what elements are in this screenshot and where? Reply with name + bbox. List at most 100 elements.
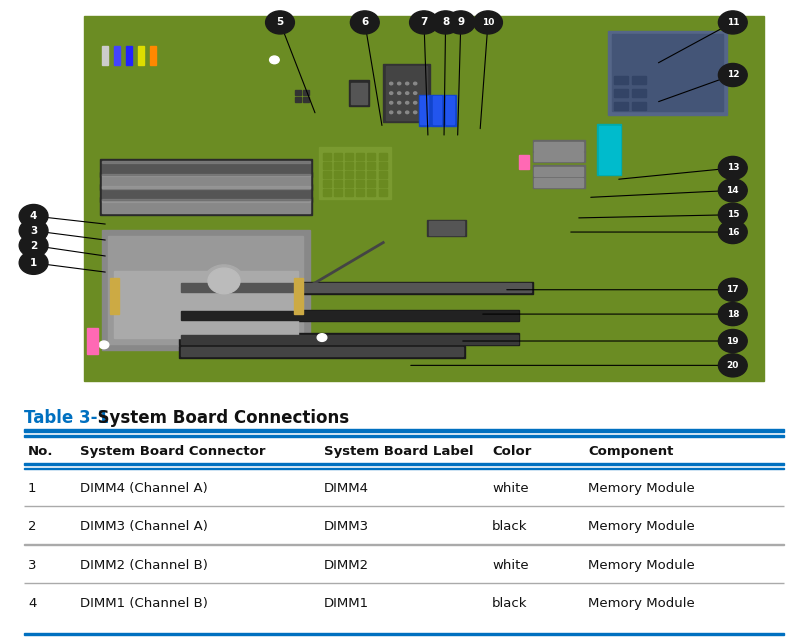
Text: 4: 4: [30, 211, 38, 221]
Bar: [534, 167, 583, 176]
Bar: [345, 189, 353, 196]
Bar: [334, 171, 342, 178]
Text: DIMM4: DIMM4: [324, 482, 369, 495]
Circle shape: [718, 329, 747, 353]
Bar: [114, 271, 298, 338]
Bar: [420, 96, 428, 124]
Circle shape: [718, 221, 747, 244]
Text: 7: 7: [420, 17, 428, 28]
Bar: [181, 283, 531, 292]
Bar: [433, 96, 441, 124]
Bar: [110, 278, 119, 314]
Bar: [533, 177, 585, 188]
Bar: [100, 159, 312, 177]
Text: 3: 3: [30, 226, 38, 236]
Bar: [100, 197, 312, 215]
Bar: [302, 90, 310, 96]
Bar: [378, 189, 386, 196]
Text: Memory Module: Memory Module: [588, 520, 694, 533]
Bar: [367, 162, 375, 169]
Bar: [431, 95, 442, 126]
Text: 9: 9: [458, 17, 464, 28]
Circle shape: [398, 92, 401, 94]
Bar: [126, 46, 132, 65]
Circle shape: [414, 101, 417, 104]
Bar: [334, 189, 342, 196]
Bar: [24, 633, 784, 635]
Bar: [102, 161, 310, 175]
Bar: [322, 189, 330, 196]
Bar: [429, 221, 464, 235]
Text: 1: 1: [30, 258, 38, 268]
Text: 12: 12: [726, 71, 739, 79]
Bar: [356, 162, 364, 169]
Bar: [356, 171, 364, 178]
Bar: [632, 102, 646, 110]
Bar: [181, 311, 518, 320]
Circle shape: [208, 268, 240, 294]
Text: black: black: [492, 597, 527, 610]
Bar: [533, 151, 585, 162]
Bar: [302, 97, 310, 102]
Bar: [322, 162, 330, 169]
Bar: [114, 46, 120, 65]
Circle shape: [414, 82, 417, 85]
Bar: [322, 180, 330, 187]
Text: DIMM3: DIMM3: [324, 520, 369, 533]
Bar: [102, 187, 310, 201]
Circle shape: [431, 11, 460, 34]
Bar: [418, 95, 430, 126]
Circle shape: [718, 63, 747, 87]
Text: DIMM4 (Channel A): DIMM4 (Channel A): [80, 482, 208, 495]
Text: 2: 2: [30, 240, 38, 251]
Bar: [318, 147, 390, 199]
Bar: [345, 153, 353, 160]
Text: Table 3-1: Table 3-1: [24, 409, 109, 427]
Text: 6: 6: [361, 17, 369, 28]
Text: 5: 5: [276, 17, 284, 28]
Bar: [533, 165, 585, 177]
Bar: [367, 189, 375, 196]
Circle shape: [270, 56, 279, 63]
Bar: [102, 174, 310, 176]
Text: 17: 17: [726, 285, 739, 294]
Bar: [179, 282, 533, 294]
Bar: [534, 142, 583, 151]
Bar: [534, 152, 583, 161]
Bar: [427, 220, 466, 236]
Bar: [350, 83, 367, 104]
Text: 4: 4: [28, 597, 36, 610]
Text: Memory Module: Memory Module: [588, 597, 694, 610]
Bar: [179, 310, 519, 321]
Bar: [24, 544, 784, 545]
Bar: [100, 185, 312, 203]
Bar: [102, 199, 310, 202]
Text: 15: 15: [726, 210, 739, 219]
Bar: [378, 180, 386, 187]
Circle shape: [398, 111, 401, 113]
Circle shape: [19, 204, 48, 228]
Text: 18: 18: [726, 310, 739, 319]
Text: 8: 8: [442, 17, 450, 28]
Circle shape: [718, 303, 747, 326]
Circle shape: [446, 11, 475, 34]
Text: 1: 1: [28, 482, 37, 495]
Bar: [356, 189, 364, 196]
Bar: [611, 34, 722, 112]
Text: Memory Module: Memory Module: [588, 482, 694, 495]
Circle shape: [19, 234, 48, 257]
Bar: [294, 90, 302, 96]
Text: 20: 20: [726, 361, 739, 370]
Text: System Board Connections: System Board Connections: [86, 409, 350, 427]
Bar: [102, 174, 310, 188]
Circle shape: [19, 251, 48, 274]
Bar: [598, 126, 619, 174]
Text: 3: 3: [28, 559, 37, 572]
Bar: [87, 328, 98, 354]
Circle shape: [317, 334, 327, 342]
Bar: [150, 46, 156, 65]
Bar: [181, 335, 518, 344]
Circle shape: [266, 11, 294, 34]
Circle shape: [406, 101, 409, 104]
Bar: [378, 171, 386, 178]
